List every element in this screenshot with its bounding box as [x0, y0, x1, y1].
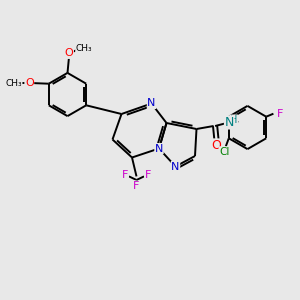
Text: F: F	[277, 109, 283, 119]
Text: H: H	[230, 115, 238, 125]
Text: CH₃: CH₃	[5, 79, 22, 88]
Text: N: N	[147, 98, 156, 109]
Text: N: N	[224, 116, 234, 129]
Text: F: F	[122, 169, 128, 180]
Text: F: F	[133, 181, 140, 191]
Text: O: O	[212, 139, 221, 152]
Text: N: N	[155, 143, 163, 154]
Text: N: N	[171, 161, 180, 172]
Text: O: O	[64, 48, 74, 59]
Text: Cl: Cl	[219, 147, 230, 157]
Text: F: F	[145, 169, 151, 180]
Text: O: O	[25, 78, 34, 88]
Text: CH₃: CH₃	[76, 44, 92, 52]
